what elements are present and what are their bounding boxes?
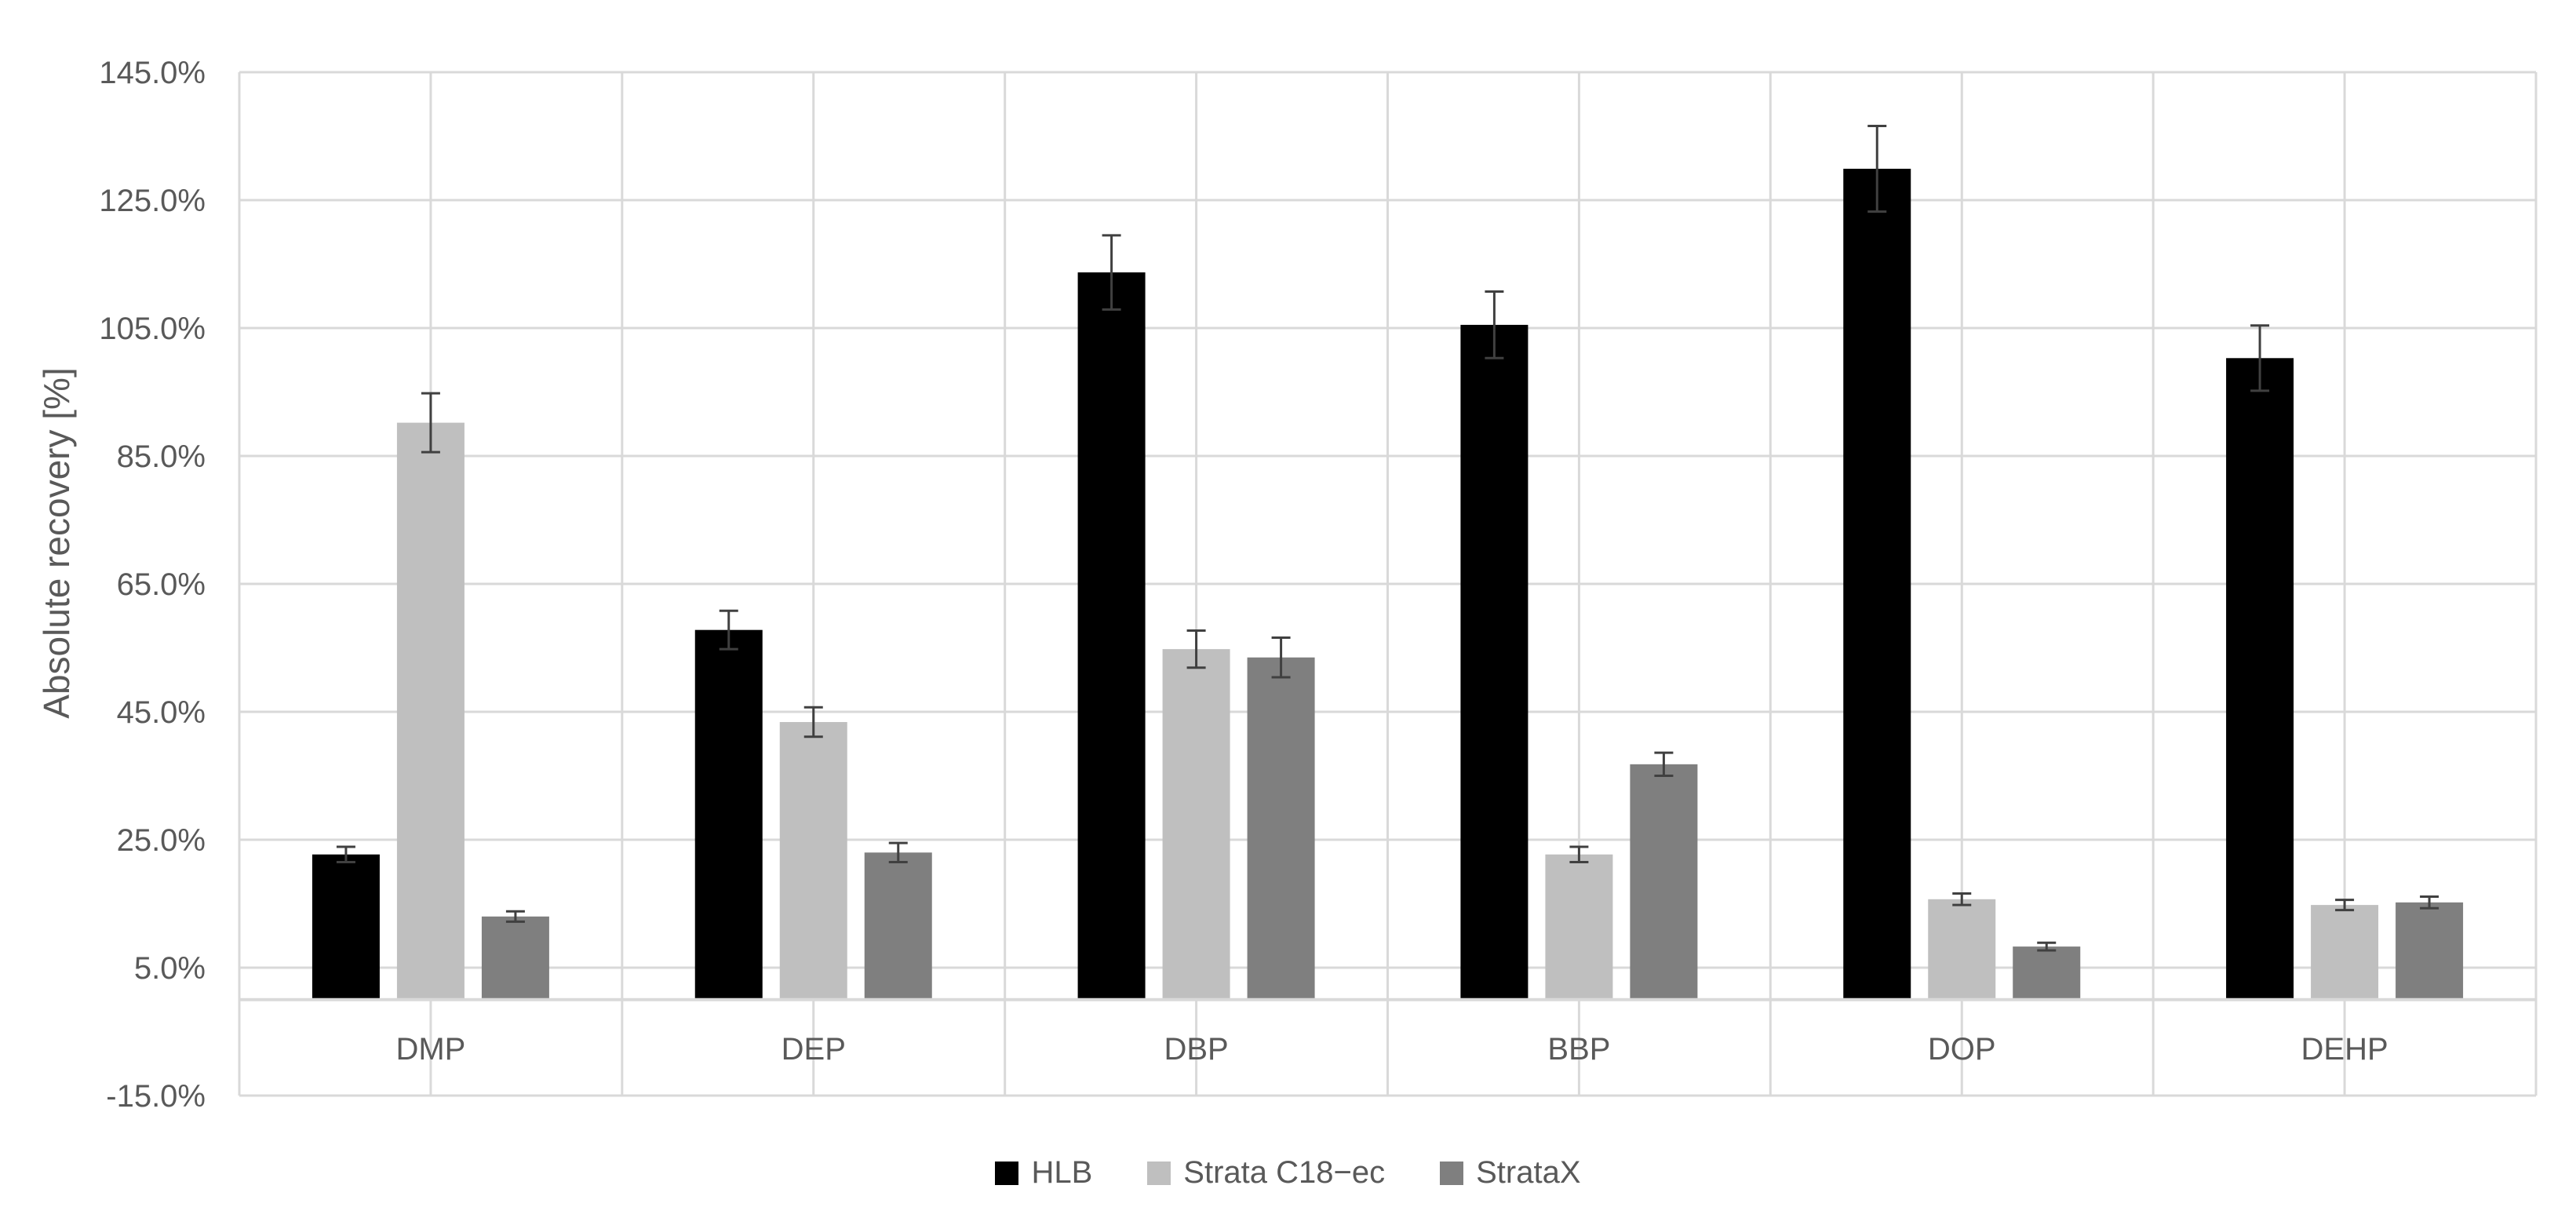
error-bar (1952, 892, 1972, 906)
bar-dbp-series-2 (1162, 649, 1230, 1000)
y-tick-label: 145.0% (99, 56, 206, 90)
bar-dehp-series-2 (2311, 905, 2379, 1000)
bar-dbp-series-1 (1077, 272, 1146, 1000)
y-tick-label: 25.0% (117, 823, 206, 858)
axes: -15.0% 5.0% 25.0% 45.0% 65.0% 85.0% 105.0% 125.… (99, 56, 2536, 1114)
category-label: DOP (1928, 1032, 1996, 1067)
chart-legend: HLB Strata C18−ec StrataX (0, 1155, 2576, 1191)
bar-bbp-series-2 (1545, 854, 1613, 1000)
legend-label: HLB (1031, 1155, 1093, 1190)
error-bar (719, 609, 738, 651)
bar-dmp-series-1 (312, 854, 380, 1000)
legend-swatch (1147, 1161, 1171, 1185)
y-tick-label: 5.0% (134, 951, 206, 986)
legend-swatch (995, 1161, 1019, 1185)
category-label: DMP (395, 1032, 465, 1067)
error-bar (336, 845, 355, 864)
error-bar (1654, 751, 1674, 777)
category-label: DEHP (2301, 1032, 2388, 1067)
error-bar (2037, 941, 2057, 952)
error-bar (1569, 845, 1589, 864)
y-tick-label: 125.0% (99, 184, 206, 218)
bar-dehp-series-3 (2396, 902, 2464, 1000)
bars (312, 124, 2464, 1000)
error-bar (2250, 324, 2270, 392)
bar-dep-series-1 (694, 629, 763, 1000)
error-bar (1867, 124, 1887, 213)
y-tick-label: 85.0% (117, 439, 206, 474)
error-bar (1485, 290, 1504, 359)
legend-label: StrataX (1476, 1155, 1581, 1190)
y-axis-label: Absolute recovery [%] (36, 367, 77, 718)
legend-label: Strata C18−ec (1183, 1155, 1386, 1190)
bar-dbp-series-3 (1247, 657, 1315, 1000)
legend-item: HLB (995, 1155, 1092, 1191)
legend-item: StrataX (1440, 1155, 1581, 1191)
error-bar (1186, 629, 1206, 669)
error-bar (1102, 234, 1121, 311)
grid-lines (238, 71, 2538, 1097)
error-bar (1271, 636, 1291, 679)
legend-swatch (1440, 1161, 1464, 1185)
bar-dep-series-2 (779, 722, 847, 1000)
bar-bbp-series-1 (1460, 324, 1528, 1000)
bar-dop-series-2 (1928, 899, 1996, 1000)
error-bar (2420, 895, 2439, 910)
bar-dop-series-3 (2013, 946, 2081, 1000)
bar-bbp-series-3 (1630, 764, 1698, 1000)
bar-dehp-series-1 (2226, 358, 2294, 1000)
error-bar (803, 706, 823, 738)
error-bar (421, 392, 440, 454)
error-bar (505, 910, 525, 923)
error-bar (888, 841, 908, 864)
bar-dmp-series-3 (481, 916, 549, 1000)
category-label: BBP (1547, 1032, 1610, 1067)
category-label: DEP (782, 1032, 846, 1067)
y-tick-label: 105.0% (99, 312, 206, 346)
category-label: DBP (1164, 1032, 1228, 1067)
bar-dop-series-1 (1843, 169, 1911, 1000)
y-tick-label: -15.0% (106, 1079, 206, 1114)
bar-dep-series-3 (864, 852, 932, 1000)
y-tick-label: 45.0% (117, 695, 206, 730)
y-tick-label: 65.0% (117, 567, 206, 602)
legend-item: Strata C18−ec (1147, 1155, 1385, 1191)
bar-dmp-series-2 (396, 422, 465, 1000)
error-bar (2335, 899, 2355, 912)
